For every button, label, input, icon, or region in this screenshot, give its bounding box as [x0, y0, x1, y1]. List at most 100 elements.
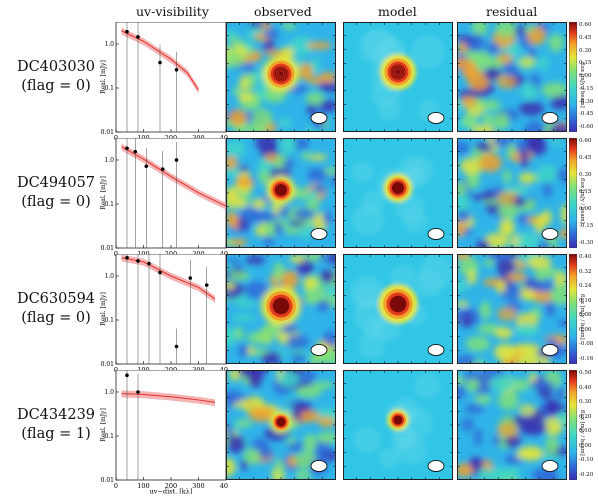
residual-map-3-image — [457, 370, 567, 480]
observed-map-2-image — [226, 254, 336, 364]
beam-ellipse — [541, 112, 559, 124]
uv-plot-3: 0 100 200 300 400 0.01 0.1 1.0 Real. [mJy] uv−dis… — [98, 369, 232, 496]
y-tick-label: 1.0 — [104, 389, 114, 396]
y-tick-label: 0.01 — [101, 129, 114, 136]
y-tick-label: 1.0 — [104, 157, 114, 164]
colorbar-gradient — [568, 137, 578, 249]
header-residual: residual — [486, 4, 538, 19]
colorbar-tick-label: 0.00 — [579, 73, 592, 79]
header-model: model — [378, 4, 417, 19]
beam-ellipse — [427, 344, 445, 356]
source-id: DC494057 — [16, 175, 96, 191]
uv-data-point — [174, 158, 179, 162]
uv-data-point — [204, 283, 209, 287]
y-axis-label: Real. [mJy] — [100, 60, 107, 94]
colorbar-tick-label: 0.30 — [579, 399, 592, 406]
observed-map-1 — [226, 138, 336, 248]
beam-ellipse — [541, 460, 559, 472]
model-map-3 — [343, 370, 453, 480]
colorbar-tick-label: 0.10 — [579, 428, 592, 435]
y-tick-label: 0.1 — [104, 317, 114, 324]
beam-ellipse — [427, 228, 445, 240]
colorbar-tick-label: 0.15 — [579, 189, 592, 195]
colorbar-tick-label: -0.30 — [579, 98, 594, 105]
uv-data-point — [174, 344, 179, 349]
uv-data-point — [125, 373, 129, 378]
observed-map-2 — [226, 254, 336, 364]
model-map-3-image — [343, 370, 453, 480]
colorbar-tick-label: -0.15 — [579, 223, 594, 229]
y-axis-label: Real. [mJy] — [100, 176, 107, 210]
source-id: DC630594 — [16, 291, 96, 307]
model-line — [121, 30, 199, 91]
colorbar-tick-label: -0.08 — [579, 341, 594, 348]
colorbar-tick-label: 0.50 — [579, 370, 592, 376]
colorbar-tick-label: -0.15 — [579, 85, 594, 92]
model-line — [121, 146, 227, 207]
beam-ellipse — [427, 460, 445, 472]
colorbar-tick-label: -0.60 — [579, 124, 594, 130]
colorbar-tick-label: 0.24 — [579, 283, 592, 290]
model-map-2 — [343, 254, 453, 364]
colorbar-3 — [568, 369, 578, 481]
beam-ellipse — [310, 112, 328, 124]
colorbar-1 — [568, 137, 578, 249]
row-label-dc494057: DC494057 (flag = 0) — [2, 174, 110, 212]
uv-data-point — [136, 35, 140, 39]
colorbar-tick-label: 0.00 — [579, 206, 592, 212]
model-map-0-image — [343, 22, 453, 132]
model-line — [121, 393, 216, 403]
residual-map-2 — [457, 254, 567, 364]
model-line — [121, 257, 216, 300]
colorbar-tick-label: 0.20 — [579, 413, 592, 420]
colorbar-tick-label: 0.30 — [579, 172, 592, 178]
colorbar-label: flux [mJy / beam] — [579, 410, 585, 456]
colorbar-0 — [568, 21, 578, 133]
uv-data-point — [125, 255, 129, 260]
y-tick-label: 1.0 — [104, 41, 114, 48]
uv-data-point — [133, 149, 138, 154]
x-tick-label: 400 — [220, 482, 228, 490]
model-map-2-image — [343, 254, 453, 364]
flag-label: (flag = 0) — [21, 194, 91, 210]
colorbar-tick-label: 0.16 — [579, 297, 592, 304]
model-map-1 — [343, 138, 453, 248]
colorbar-tick-label: 0.60 — [579, 22, 592, 28]
uv-data-point — [188, 276, 193, 280]
beam-ellipse — [310, 228, 328, 240]
beam-ellipse — [427, 112, 445, 124]
uv-plot-axes: 0 100 200 300 400 0.01 0.1 1.0 Real. [mJy] uv−dis… — [100, 369, 232, 496]
row-label-dc403030: DC403030 (flag = 0) — [2, 58, 110, 96]
colorbar-tick-label: -0.45 — [579, 111, 594, 118]
residual-map-2-image — [457, 254, 567, 364]
residual-map-1-image — [457, 138, 567, 248]
x-tick-label: 0 — [114, 482, 118, 490]
source-id: DC403030 — [16, 59, 96, 75]
model-map-1-image — [343, 138, 453, 248]
colorbar-tick-label: -0.30 — [579, 240, 594, 246]
beam-ellipse — [541, 344, 559, 356]
colorbar-tick-label: 0.32 — [579, 268, 592, 275]
row-label-dc434239: DC434239 (flag = 1) — [2, 406, 110, 444]
uv-data-point — [147, 261, 151, 266]
y-tick-label: 0.01 — [101, 361, 114, 368]
colorbar-label: flux [mJy / beam] — [579, 62, 585, 108]
y-tick-label: 0.1 — [104, 85, 114, 92]
colorbar-label: flux [mJy / beam] — [579, 178, 585, 224]
observed-map-3-image — [226, 370, 336, 480]
model-map-0 — [343, 22, 453, 132]
observed-map-3 — [226, 370, 336, 480]
uv-data-point — [158, 60, 162, 65]
y-tick-label: 0.01 — [101, 477, 114, 484]
y-tick-label: 0.1 — [104, 433, 114, 440]
colorbar-2 — [568, 253, 578, 365]
uv-data-point — [136, 259, 140, 263]
colorbar-tick-label: 0.00 — [579, 442, 592, 449]
uv-data-point — [160, 167, 165, 171]
colorbar-gradient — [568, 253, 578, 365]
colorbar-tick-label: -0.20 — [579, 472, 594, 478]
observed-map-0-image — [226, 22, 336, 132]
